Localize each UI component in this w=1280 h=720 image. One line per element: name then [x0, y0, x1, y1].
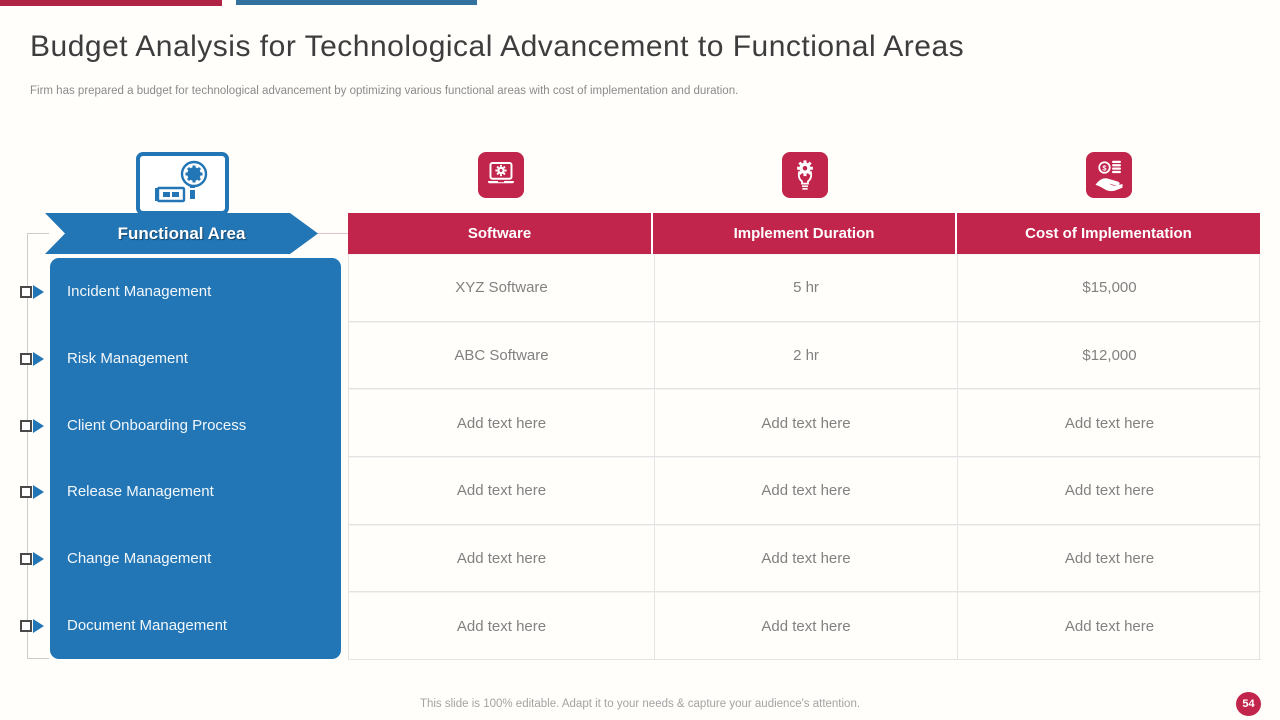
table-cell[interactable]: Add text here: [349, 389, 654, 457]
table-cell[interactable]: Add text here: [349, 524, 654, 593]
column-header-software: Software: [348, 213, 653, 254]
table-cell[interactable]: Add text here: [349, 592, 654, 660]
arrow-right-icon: [33, 419, 44, 433]
square-icon: [20, 620, 32, 632]
footer-note: This slide is 100% editable. Adapt it to…: [419, 698, 861, 710]
gear-bulb-icon: [782, 152, 828, 198]
arrow-right-icon: [33, 485, 44, 499]
list-item-label: Change Management: [67, 550, 212, 568]
table-cell[interactable]: Add text here: [958, 456, 1261, 525]
table-cell[interactable]: Add text here: [654, 524, 958, 593]
bullet-marker: [20, 418, 46, 434]
table-cell[interactable]: Add text here: [349, 456, 654, 525]
table-cell[interactable]: ABC Software: [349, 321, 654, 390]
list-item-label: Client Onboarding Process: [67, 416, 247, 434]
page-title: Budget Analysis for Technological Advanc…: [30, 30, 965, 63]
gear-blueprint-icon: [146, 157, 220, 210]
functional-area-header-label: Functional Area: [117, 223, 246, 243]
list-item-label: Document Management: [67, 617, 228, 635]
table-cell[interactable]: 2 hr: [654, 321, 958, 390]
list-item-label: Release Management: [67, 483, 214, 501]
functional-area-icon-box: [136, 152, 229, 215]
top-accent-bar-red: [0, 0, 222, 6]
square-icon: [20, 420, 32, 432]
table-cell[interactable]: Add text here: [958, 389, 1261, 457]
table-cell[interactable]: Add text here: [654, 592, 958, 660]
column-header-cost-of-implementation: Cost of Implementation: [1025, 225, 1192, 242]
column-header-implement-duration: Implement Duration: [653, 213, 957, 254]
arrow-right-icon: [33, 285, 44, 299]
table-cell[interactable]: $15,000: [958, 254, 1261, 322]
bullet-marker: [20, 484, 46, 500]
bullet-marker: [20, 551, 46, 567]
list-item-label: Incident Management: [67, 282, 212, 300]
connector-line: [27, 233, 28, 659]
square-icon: [20, 486, 32, 498]
square-icon: [20, 353, 32, 365]
page-number: 54: [1242, 698, 1255, 710]
table-cell[interactable]: 5 hr: [654, 254, 958, 322]
table-cell[interactable]: Add text here: [958, 524, 1261, 593]
page-subtitle: Firm has prepared a budget for technolog…: [30, 85, 739, 97]
connector-line: [314, 233, 348, 234]
table-body: XYZ Software 5 hr $15,000 ABC Software 2…: [348, 254, 1261, 660]
laptop-gear-icon: [478, 152, 524, 198]
functional-area-panel: Incident Management Risk Management Clie…: [50, 258, 341, 659]
connector-line: [27, 233, 49, 234]
table-cell[interactable]: Add text here: [958, 592, 1261, 660]
list-item[interactable]: Incident Management: [50, 258, 341, 325]
list-item[interactable]: Client Onboarding Process: [50, 392, 341, 459]
list-item-label: Risk Management: [67, 349, 188, 367]
list-item[interactable]: Document Management: [50, 592, 341, 659]
bullet-marker: [20, 618, 46, 634]
list-item[interactable]: Release Management: [50, 458, 341, 525]
table-cell[interactable]: Add text here: [654, 456, 958, 525]
bullet-marker: [20, 284, 46, 300]
square-icon: [20, 286, 32, 298]
functional-area-header: Functional Area: [45, 213, 318, 254]
table-cell[interactable]: Add text here: [654, 389, 958, 457]
arrow-right-icon: [33, 352, 44, 366]
top-accent-bar-blue: [236, 0, 477, 5]
bullet-marker: [20, 351, 46, 367]
page-number-badge: 54: [1236, 692, 1261, 716]
table-header: Software Implement Duration Cost of Impl…: [348, 213, 1260, 254]
arrow-right-icon: [33, 552, 44, 566]
connector-line: [27, 658, 49, 659]
table-cell[interactable]: $12,000: [958, 321, 1261, 390]
svg-text:$: $: [1102, 164, 1107, 173]
list-item[interactable]: Change Management: [50, 525, 341, 592]
list-item[interactable]: Risk Management: [50, 325, 341, 392]
hand-coins-icon: $: [1086, 152, 1132, 198]
square-icon: [20, 553, 32, 565]
table-cell[interactable]: XYZ Software: [349, 254, 654, 322]
arrow-right-icon: [33, 619, 44, 633]
